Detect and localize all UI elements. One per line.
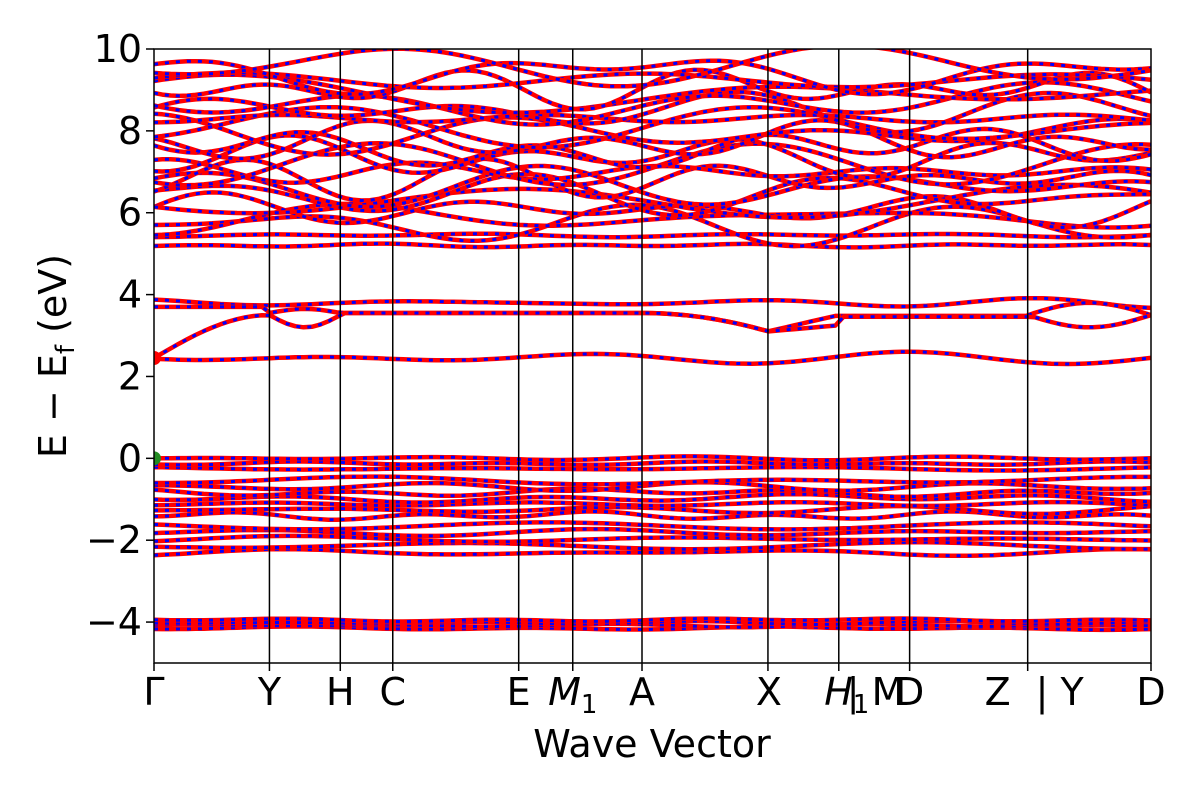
band-spin-down <box>154 540 1151 551</box>
x-tick-label: | M <box>847 670 905 715</box>
x-tick-label: H <box>326 670 355 714</box>
y-tick-label: 8 <box>118 109 142 153</box>
y-tick-label: 6 <box>118 191 142 235</box>
vbm-marker <box>154 451 161 466</box>
x-tick-label: E <box>507 670 531 714</box>
y-axis-ticks: −4 −2 0 2 4 6 8 10 <box>86 27 154 644</box>
band-spin-down <box>154 534 1151 544</box>
band-spin-down <box>154 509 1151 522</box>
band-spin-down <box>154 487 1151 499</box>
y-axis-title: E − Ef(eV) <box>31 254 81 458</box>
band-spin-down <box>154 492 1151 504</box>
band-spin-down <box>154 73 1151 115</box>
band-spin-down <box>154 480 1151 493</box>
x-tick-label: D <box>895 670 924 714</box>
band-spin-down <box>154 527 1151 538</box>
band-spin-down <box>154 242 1151 249</box>
band-spin-down <box>154 164 1151 209</box>
band-spin-down <box>154 520 1151 531</box>
band-spin-up <box>154 133 1151 180</box>
x-axis-title: Wave Vector <box>533 722 771 766</box>
band-lines <box>154 49 1151 633</box>
band-spin-down <box>154 190 1151 230</box>
band-spin-down <box>154 504 1151 516</box>
x-tick-label: Y <box>257 670 282 714</box>
x-tick-label: C <box>379 670 406 714</box>
band-spin-down <box>154 80 1151 127</box>
x-tick-label: M1 <box>548 670 597 720</box>
band-spin-down <box>154 465 1151 472</box>
y-tick-label: 4 <box>118 273 142 317</box>
kpoint-lines <box>268 49 1029 663</box>
x-tick-label: | Y <box>1036 670 1085 715</box>
band-spin-down <box>154 232 1151 239</box>
extremum-markers <box>154 351 161 466</box>
band-spin-down <box>154 105 1151 149</box>
band-spin-down <box>154 296 1151 310</box>
cbm-marker <box>154 351 161 366</box>
y-tick-label: 10 <box>94 27 142 71</box>
x-tick-label: Γ <box>143 670 164 714</box>
band-spin-down <box>154 49 1151 88</box>
band-spin-down <box>154 622 1151 629</box>
band-spin-down <box>154 71 1151 90</box>
band-spin-down <box>154 460 1151 467</box>
band-spin-down <box>154 350 1151 366</box>
band-spin-down <box>154 311 1151 360</box>
x-tick-label: X <box>756 670 782 714</box>
band-spin-down <box>154 616 1151 623</box>
band-spin-down <box>154 90 1151 134</box>
x-tick-label: A <box>629 670 655 714</box>
band-spin-down <box>154 500 1151 508</box>
band-spin-down <box>154 547 1151 558</box>
y-tick-label: 2 <box>118 354 142 398</box>
y-tick-label: 0 <box>118 436 142 480</box>
band-spin-down <box>154 157 1151 185</box>
x-tick-label: H1 <box>824 670 869 720</box>
plot-frame <box>153 48 1152 664</box>
band-spin-down <box>154 118 1151 161</box>
x-tick-label: D <box>1136 670 1165 714</box>
x-tick-label: Z <box>985 670 1011 714</box>
y-tick-label: −4 <box>86 600 142 644</box>
band-spin-down <box>154 619 1151 626</box>
band-spin-down <box>154 172 1151 217</box>
band-spin-down <box>154 454 1151 462</box>
y-tick-label: −2 <box>86 518 142 562</box>
band-spin-down <box>154 475 1151 486</box>
